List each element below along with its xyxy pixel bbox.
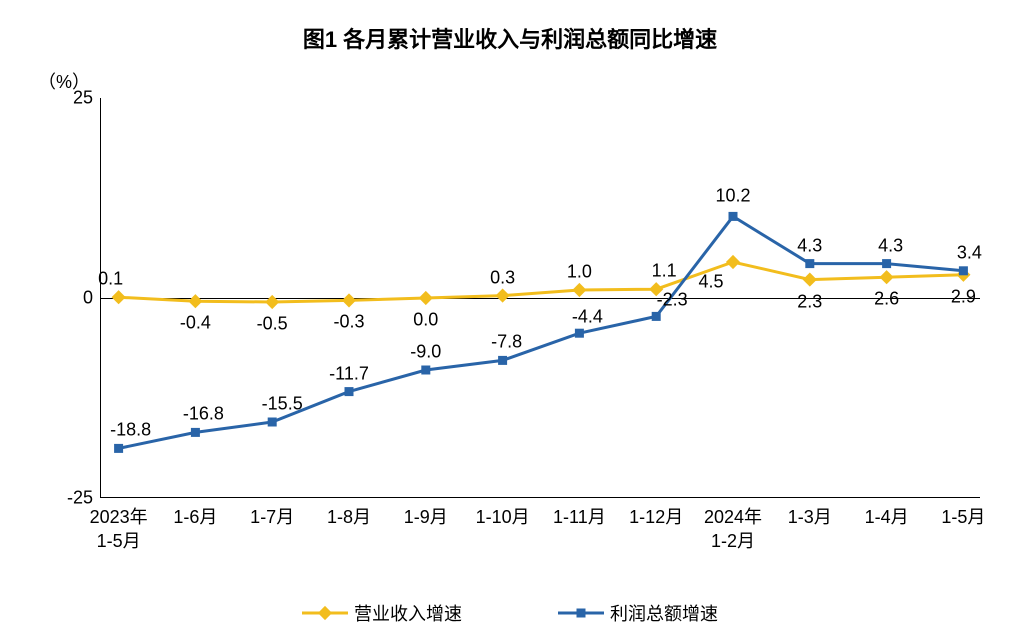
data-label: -0.3: [333, 312, 364, 333]
data-label: 0.3: [490, 267, 515, 288]
x-tick-label: 1-12月: [629, 505, 683, 529]
x-tick-label: 1-10月: [476, 505, 530, 529]
x-tick-label: 2023年 1-5月: [90, 505, 148, 554]
series-line: [119, 216, 964, 448]
series-marker: [803, 273, 817, 287]
series-marker: [421, 366, 430, 375]
series-marker: [191, 428, 200, 437]
plot-area: 250-252023年 1-5月1-6月1-7月1-8月1-9月1-10月1-1…: [100, 98, 980, 498]
x-tick-label: 1-7月: [250, 505, 294, 529]
legend-label: 营业收入增速: [354, 600, 462, 626]
legend: 营业收入增速 利润总额增速: [0, 600, 1020, 626]
series-marker: [959, 266, 968, 275]
chart-container: 图1 各月累计营业收入与利润总额同比增速 （%） 250-252023年 1-5…: [0, 0, 1020, 643]
data-label: 1.0: [567, 262, 592, 283]
series-marker: [805, 259, 814, 268]
x-tick-label: 1-9月: [404, 505, 448, 529]
series-marker: [345, 387, 354, 396]
data-label: 0.0: [413, 310, 438, 331]
series-marker: [342, 293, 356, 307]
series-marker: [265, 295, 279, 309]
y-tick-label: 0: [83, 288, 93, 309]
diamond-icon: [318, 606, 332, 620]
chart-title: 图1 各月累计营业收入与利润总额同比增速: [0, 22, 1020, 54]
x-tick-label: 1-11月: [553, 505, 606, 529]
legend-item: 营业收入增速: [302, 600, 462, 626]
series-marker: [498, 356, 507, 365]
legend-item: 利润总额增速: [558, 600, 718, 626]
series-marker: [268, 418, 277, 427]
series-svg: [101, 98, 981, 498]
data-label: 4.3: [878, 235, 903, 256]
y-tick-label: 25: [73, 88, 93, 109]
series-marker: [188, 294, 202, 308]
series-marker: [112, 290, 126, 304]
x-tick-label: 1-8月: [327, 505, 371, 529]
data-label: 0.1: [98, 269, 123, 290]
data-label: -18.8: [110, 420, 151, 441]
data-label: -2.3: [657, 290, 688, 311]
x-tick-label: 1-4月: [865, 505, 909, 529]
legend-label: 利润总额增速: [610, 600, 718, 626]
x-tick-label: 1-6月: [173, 505, 217, 529]
series-marker: [496, 289, 510, 303]
series-marker: [880, 270, 894, 284]
series-marker: [729, 212, 738, 221]
data-label: 1.1: [652, 261, 677, 282]
series-marker: [572, 283, 586, 297]
series-marker: [652, 312, 661, 321]
series-marker: [882, 259, 891, 268]
legend-swatch: [558, 606, 604, 620]
square-icon: [577, 609, 586, 618]
data-label: 10.2: [715, 186, 750, 207]
data-label: -0.5: [257, 314, 288, 335]
x-tick-label: 2024年 1-2月: [704, 505, 762, 554]
x-tick-label: 1-5月: [941, 505, 985, 529]
data-label: -0.4: [180, 313, 211, 334]
series-line: [119, 262, 964, 302]
data-label: 2.9: [951, 286, 976, 307]
data-label: 2.6: [874, 289, 899, 310]
series-marker: [726, 255, 740, 269]
series-marker: [114, 444, 123, 453]
legend-swatch: [302, 606, 348, 620]
data-label: -9.0: [410, 342, 441, 363]
series-marker: [575, 329, 584, 338]
data-label: 4.3: [797, 235, 822, 256]
data-label: -15.5: [262, 394, 303, 415]
data-label: 4.5: [698, 272, 723, 293]
series-marker: [419, 291, 433, 305]
data-label: -7.8: [491, 332, 522, 353]
data-label: -4.4: [572, 307, 603, 328]
data-label: 2.3: [797, 291, 822, 312]
data-label: -16.8: [183, 404, 224, 425]
x-tick-label: 1-3月: [788, 505, 832, 529]
data-label: 3.4: [957, 242, 982, 263]
data-label: -11.7: [329, 363, 369, 384]
